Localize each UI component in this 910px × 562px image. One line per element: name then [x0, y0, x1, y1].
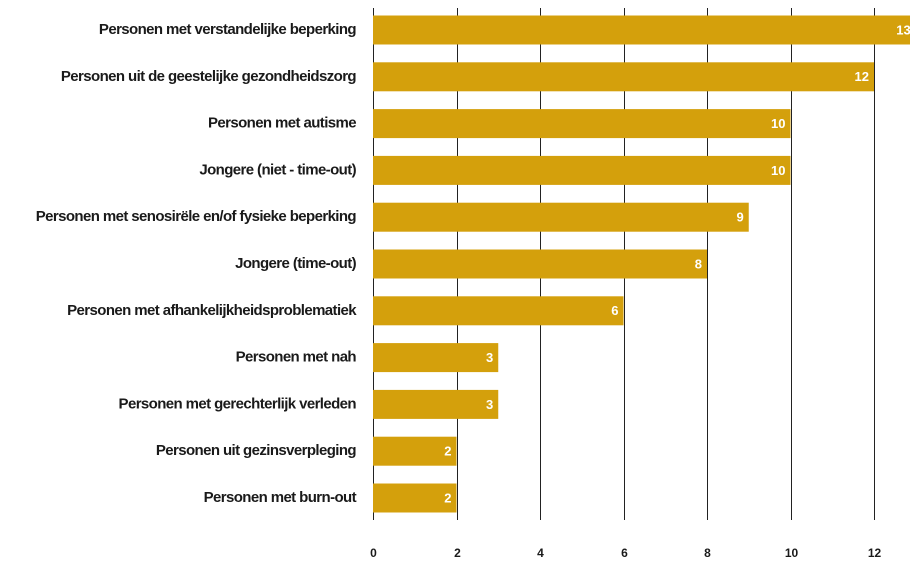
category-label: Personen uit de geestelijke gezondheidsz… [61, 68, 357, 85]
x-tick-label: 4 [537, 546, 544, 560]
category-label: Personen met verstandelijke beperking [99, 21, 357, 38]
data-label: 3 [486, 397, 493, 412]
category-label: Personen met afhankelijkheidsproblematie… [67, 302, 357, 319]
x-tick-label: 8 [704, 546, 711, 560]
bar [373, 15, 910, 45]
category-label: Personen uit gezinsverpleging [156, 442, 357, 459]
category-label: Jongere (time-out) [235, 255, 356, 272]
data-label: 2 [444, 490, 451, 505]
category-label: Jongere (niet - time-out) [199, 161, 356, 178]
category-label: Personen met burn-out [204, 489, 357, 506]
category-label: Personen met autisme [208, 115, 356, 132]
data-label: 13 [896, 22, 910, 37]
x-tick-label: 6 [621, 546, 628, 560]
bar [373, 296, 624, 326]
bar [373, 389, 499, 419]
bar [373, 343, 499, 373]
data-label: 2 [444, 444, 451, 459]
data-label: 10 [771, 163, 785, 178]
x-tick-label: 0 [370, 546, 377, 560]
x-tick-label: 12 [868, 546, 882, 560]
bar [373, 155, 791, 185]
x-tick-label: 2 [454, 546, 461, 560]
data-label: 9 [737, 210, 744, 225]
category-labels: Personen met verstandelijke beperking Per… [36, 21, 358, 506]
x-tick-label: 10 [785, 546, 799, 560]
bar [373, 109, 791, 139]
x-axis-ticks: 0 2 4 6 8 10 12 [370, 546, 881, 560]
bar [373, 436, 457, 466]
data-label: 10 [771, 116, 785, 131]
data-label: 12 [855, 69, 869, 84]
bar [373, 62, 874, 92]
bar [373, 483, 457, 513]
category-label: Personen met gerechterlijk verleden [119, 395, 357, 412]
bar [373, 202, 749, 232]
category-label: Personen met senosirële en/of fysieke be… [36, 208, 357, 225]
data-label: 3 [486, 350, 493, 365]
bars [373, 15, 910, 513]
data-label: 6 [611, 303, 618, 318]
value-labels: 13 12 10 10 9 8 6 3 3 2 2 [444, 22, 910, 505]
category-label: Personen met nah [236, 349, 357, 366]
data-label: 8 [695, 256, 702, 271]
bar [373, 249, 707, 279]
